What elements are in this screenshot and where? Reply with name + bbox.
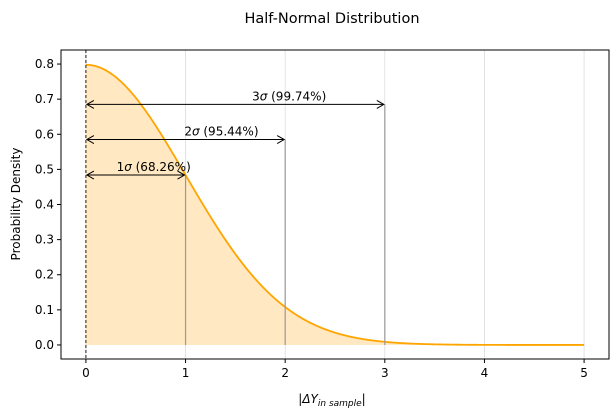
y-tick-label: 0.8 [35, 57, 54, 71]
fill-layer [85, 64, 585, 345]
tick-layer: 0 1 2 3 4 5 0.0 0.1 0.2 0.3 0.4 0.5 0.6 0.7 0.8 [35, 57, 588, 380]
y-tick-label: 0.2 [35, 268, 54, 282]
annotation-layer: 1σ (68.26%)2σ (95.44%)3σ (99.74%) [85, 89, 385, 180]
x-tick-label: 5 [580, 366, 588, 380]
y-axis-label: Probability Density [9, 148, 23, 261]
y-tick-label: 0.3 [35, 233, 54, 247]
x-axis-label-main: |ΔY [298, 392, 319, 406]
sigma-annotation-multiplier: 2 [184, 125, 192, 139]
y-tick-label: 0.4 [35, 198, 54, 212]
sigma-annotation-percent: (95.44%) [200, 125, 259, 139]
guide-layer [85, 50, 386, 359]
y-tick-label: 0.0 [35, 338, 54, 352]
area-under-curve [85, 64, 585, 345]
sigma-annotation-label: 3σ (99.74%) [252, 89, 326, 103]
x-tick-label: 2 [281, 366, 289, 380]
sigma-arrow-head-right [177, 170, 186, 180]
sigma-annotation-multiplier: 1 [117, 160, 125, 174]
x-tick-label: 0 [82, 366, 90, 380]
x-axis-label: |ΔYin sample| [298, 392, 365, 409]
y-tick-label: 0.6 [35, 127, 54, 141]
density-curve [85, 63, 585, 346]
curve-layer [85, 63, 585, 346]
sigma-annotation-multiplier: 3 [252, 89, 260, 103]
sigma-arrow-head-right [276, 135, 286, 144]
sigma-arrow-head-left [85, 170, 95, 180]
sigma-annotation-percent: (99.74%) [267, 89, 326, 103]
sigma-arrow-head-left [85, 135, 95, 144]
sigma-annotation-label: 1σ (68.26%) [117, 160, 191, 174]
sigma-annotation-symbol: σ [124, 160, 132, 174]
sigma-annotation-symbol: σ [260, 89, 268, 103]
sigma-arrow-head-left [85, 99, 95, 109]
y-tick-label: 0.5 [35, 162, 54, 176]
x-tick-label: 4 [481, 366, 489, 380]
y-tick-label: 0.1 [35, 303, 54, 317]
sigma-arrow-head-right [376, 99, 385, 109]
x-axis-label-suffix: | [362, 392, 366, 406]
sigma-annotation-label: 2σ (95.44%) [184, 125, 258, 139]
x-tick-label: 3 [381, 366, 389, 380]
chart-title: Half-Normal Distribution [244, 11, 419, 27]
sigma-annotation-symbol: σ [192, 125, 200, 139]
sigma-annotation-percent: (68.26%) [132, 160, 191, 174]
x-axis-label-subscript: in sample [318, 399, 362, 409]
y-tick-label: 0.7 [35, 92, 54, 106]
x-tick-label: 1 [182, 366, 190, 380]
